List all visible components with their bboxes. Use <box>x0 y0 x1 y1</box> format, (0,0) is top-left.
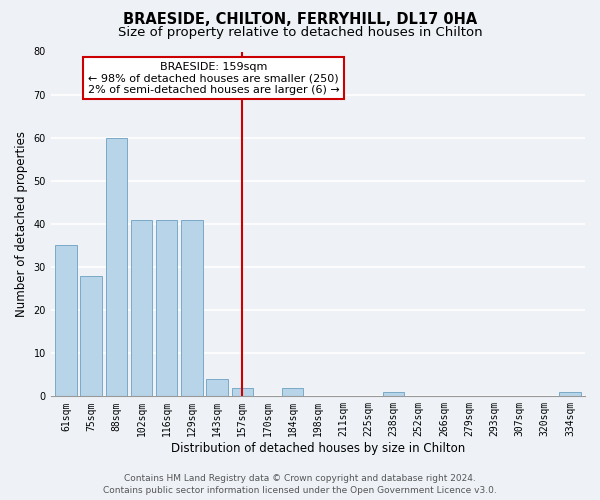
Y-axis label: Number of detached properties: Number of detached properties <box>15 131 28 317</box>
Text: BRAESIDE, CHILTON, FERRYHILL, DL17 0HA: BRAESIDE, CHILTON, FERRYHILL, DL17 0HA <box>123 12 477 28</box>
Bar <box>206 379 228 396</box>
Bar <box>106 138 127 396</box>
Bar <box>80 276 102 396</box>
Text: Contains HM Land Registry data © Crown copyright and database right 2024.
Contai: Contains HM Land Registry data © Crown c… <box>103 474 497 495</box>
Bar <box>131 220 152 396</box>
Bar <box>559 392 581 396</box>
X-axis label: Distribution of detached houses by size in Chilton: Distribution of detached houses by size … <box>171 442 465 455</box>
Bar <box>232 388 253 396</box>
Text: Size of property relative to detached houses in Chilton: Size of property relative to detached ho… <box>118 26 482 39</box>
Bar <box>181 220 203 396</box>
Bar <box>55 246 77 396</box>
Bar <box>282 388 304 396</box>
Text: BRAESIDE: 159sqm
← 98% of detached houses are smaller (250)
2% of semi-detached : BRAESIDE: 159sqm ← 98% of detached house… <box>88 62 340 95</box>
Bar <box>383 392 404 396</box>
Bar <box>156 220 178 396</box>
